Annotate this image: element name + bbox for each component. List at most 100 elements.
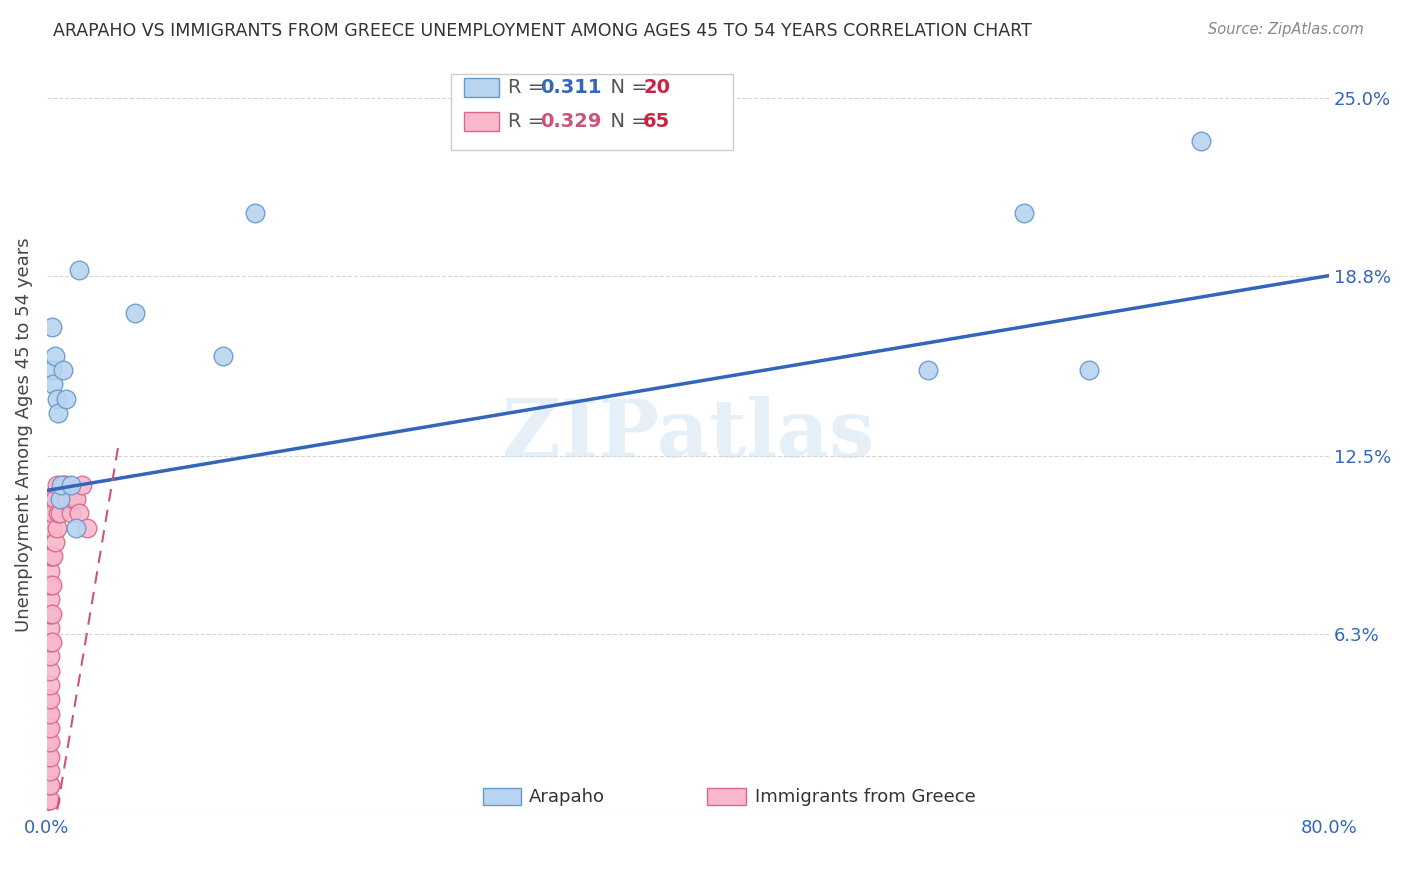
Point — [37, 692, 59, 706]
Point — [39, 778, 62, 792]
Point — [39, 793, 62, 807]
Point — [37, 735, 59, 749]
Text: Arapaho: Arapaho — [529, 788, 605, 805]
Point — [39, 521, 62, 535]
Point — [37, 735, 59, 749]
Text: 0.311: 0.311 — [540, 78, 602, 97]
Point — [37, 793, 59, 807]
Point — [48, 506, 70, 520]
Point — [39, 721, 62, 735]
FancyBboxPatch shape — [707, 789, 745, 805]
Point — [67, 263, 90, 277]
FancyBboxPatch shape — [464, 112, 499, 131]
Point — [51, 477, 73, 491]
Text: ZIPatlas: ZIPatlas — [502, 395, 875, 474]
Point — [37, 749, 59, 764]
Text: 65: 65 — [643, 112, 671, 131]
Text: N =: N = — [598, 112, 654, 131]
Point — [1077, 363, 1099, 377]
Text: N =: N = — [598, 78, 654, 97]
Point — [46, 506, 69, 520]
Point — [41, 578, 63, 592]
Point — [41, 635, 63, 649]
Point — [44, 349, 66, 363]
Point — [55, 491, 77, 506]
Point — [39, 592, 62, 607]
Text: 20: 20 — [643, 78, 671, 97]
Point — [48, 491, 70, 506]
Point — [41, 607, 63, 621]
Point — [52, 477, 75, 491]
Point — [39, 621, 62, 635]
Point — [59, 506, 82, 520]
FancyBboxPatch shape — [451, 74, 733, 150]
Point — [39, 735, 62, 749]
Point — [76, 521, 98, 535]
Point — [37, 735, 59, 749]
Point — [917, 363, 939, 377]
Text: Source: ZipAtlas.com: Source: ZipAtlas.com — [1208, 22, 1364, 37]
Point — [39, 778, 62, 792]
Point — [245, 205, 267, 219]
Point — [59, 477, 82, 491]
Point — [62, 491, 84, 506]
Point — [65, 491, 87, 506]
Point — [45, 477, 67, 491]
Point — [39, 764, 62, 778]
Point — [1189, 134, 1212, 148]
Point — [39, 706, 62, 721]
Text: 0.329: 0.329 — [540, 112, 602, 131]
Point — [42, 506, 65, 520]
Point — [37, 778, 59, 792]
FancyBboxPatch shape — [464, 78, 499, 97]
Point — [37, 778, 59, 792]
Text: R =: R = — [509, 78, 551, 97]
Point — [41, 521, 63, 535]
Point — [37, 793, 59, 807]
Y-axis label: Unemployment Among Ages 45 to 54 years: Unemployment Among Ages 45 to 54 years — [15, 237, 32, 632]
Text: R =: R = — [509, 112, 551, 131]
Point — [41, 549, 63, 564]
Text: Immigrants from Greece: Immigrants from Greece — [755, 788, 976, 805]
Point — [55, 392, 77, 406]
Point — [39, 578, 62, 592]
Point — [45, 521, 67, 535]
Point — [67, 506, 90, 520]
Point — [53, 477, 76, 491]
Point — [37, 793, 59, 807]
Point — [37, 764, 59, 778]
Point — [51, 491, 73, 506]
Point — [39, 564, 62, 578]
Point — [37, 764, 59, 778]
Point — [37, 721, 59, 735]
Point — [37, 721, 59, 735]
Point — [41, 363, 63, 377]
Point — [39, 635, 62, 649]
Point — [52, 363, 75, 377]
Point — [39, 607, 62, 621]
Point — [39, 692, 62, 706]
Point — [42, 377, 65, 392]
Text: ARAPAHO VS IMMIGRANTS FROM GREECE UNEMPLOYMENT AMONG AGES 45 TO 54 YEARS CORRELA: ARAPAHO VS IMMIGRANTS FROM GREECE UNEMPL… — [53, 22, 1032, 40]
Point — [70, 477, 93, 491]
Point — [39, 664, 62, 678]
Point — [41, 491, 63, 506]
Point — [37, 749, 59, 764]
FancyBboxPatch shape — [482, 789, 522, 805]
Point — [39, 549, 62, 564]
Point — [44, 535, 66, 549]
Point — [39, 678, 62, 692]
Point — [41, 320, 63, 334]
Point — [44, 491, 66, 506]
Point — [46, 406, 69, 420]
Point — [1014, 205, 1036, 219]
Point — [37, 793, 59, 807]
Point — [56, 491, 79, 506]
Point — [39, 649, 62, 664]
Point — [212, 349, 235, 363]
Point — [65, 521, 87, 535]
Point — [37, 706, 59, 721]
Point — [37, 749, 59, 764]
Point — [39, 749, 62, 764]
Point — [42, 549, 65, 564]
